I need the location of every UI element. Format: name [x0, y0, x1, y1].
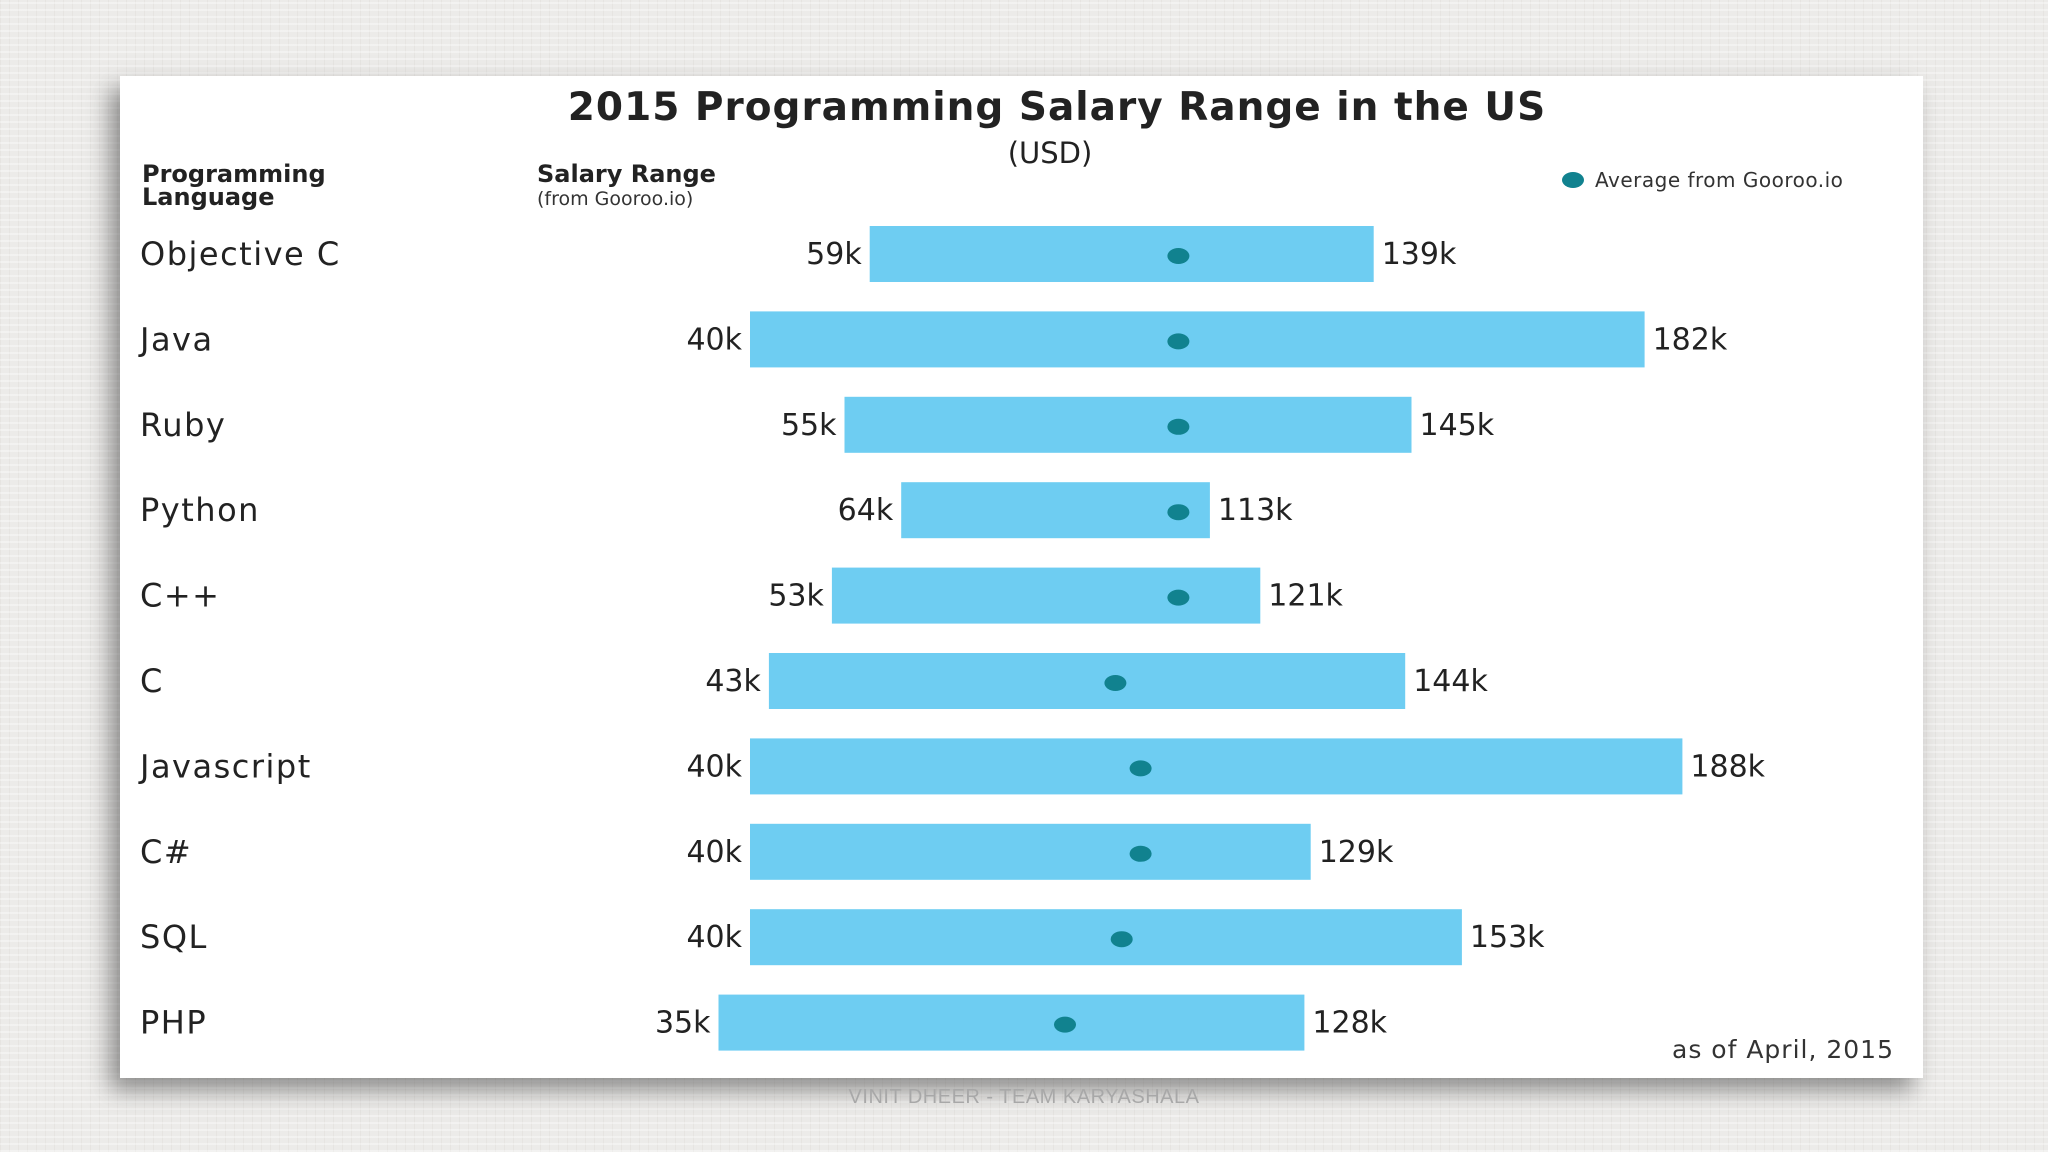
- average-dot: [1167, 504, 1190, 521]
- average-dot: [1129, 760, 1152, 777]
- language-label: C#: [140, 833, 192, 871]
- chart-subtitle: (USD): [1008, 136, 1093, 170]
- language-header-line1: Programming: [142, 160, 326, 188]
- min-salary-label: 64k: [838, 493, 894, 528]
- max-salary-label: 144k: [1413, 664, 1488, 699]
- range-header-sub: (from Gooroo.io): [537, 188, 693, 210]
- salary-range-bar: [844, 396, 1412, 453]
- language-label: Objective C: [140, 235, 341, 273]
- max-salary-label: 153k: [1470, 920, 1545, 955]
- language-label: PHP: [140, 1004, 207, 1042]
- max-salary-label: 182k: [1653, 322, 1728, 357]
- max-salary-label: 113k: [1218, 493, 1293, 528]
- max-salary-label: 128k: [1312, 1006, 1387, 1041]
- min-salary-label: 59k: [806, 237, 862, 272]
- as-of-note: as of April, 2015: [1672, 1035, 1894, 1064]
- salary-range-bar: [750, 823, 1311, 880]
- language-label: Javascript: [138, 747, 312, 785]
- range-header: Salary Range: [537, 160, 716, 188]
- salary-range-bar: [750, 738, 1683, 795]
- salary-range-bar: [901, 482, 1210, 539]
- salary-range-bar: [718, 994, 1305, 1051]
- salary-range-chart: 2015 Programming Salary Range in the US (…: [138, 85, 1894, 1064]
- language-label: C++: [140, 577, 220, 615]
- salary-range-bar: [768, 653, 1406, 709]
- average-dot: [1167, 418, 1190, 435]
- max-salary-label: 145k: [1420, 408, 1495, 443]
- min-salary-label: 40k: [686, 920, 742, 955]
- language-label: Python: [140, 491, 260, 529]
- average-dot: [1129, 845, 1152, 862]
- chart-title: 2015 Programming Salary Range in the US: [568, 85, 1546, 130]
- language-label: Ruby: [140, 406, 226, 444]
- min-salary-label: 40k: [686, 322, 742, 357]
- average-dot: [1167, 333, 1190, 350]
- chart-card: 2015 Programming Salary Range in the US (…: [120, 76, 1923, 1078]
- salary-range-bar: [869, 226, 1374, 282]
- footer-credit: VINIT DHEER - TEAM KARYASHALA: [848, 1086, 1200, 1108]
- salary-range-bar: [831, 567, 1261, 624]
- max-salary-label: 139k: [1382, 237, 1457, 272]
- language-header-line2: Language: [142, 183, 275, 211]
- average-dot: [1054, 1016, 1076, 1033]
- min-salary-label: 40k: [686, 835, 742, 870]
- legend-dot-icon: [1562, 172, 1584, 188]
- max-salary-label: 188k: [1690, 749, 1765, 784]
- language-label: SQL: [140, 918, 208, 956]
- min-salary-label: 35k: [655, 1006, 711, 1041]
- salary-range-bar: [750, 311, 1645, 368]
- max-salary-label: 129k: [1319, 835, 1394, 870]
- average-dot: [1104, 675, 1127, 691]
- min-salary-label: 40k: [686, 749, 742, 784]
- language-label: Java: [138, 320, 214, 358]
- average-dot: [1167, 248, 1190, 264]
- min-salary-label: 43k: [705, 664, 761, 699]
- salary-range-bar: [750, 909, 1462, 966]
- min-salary-label: 53k: [768, 579, 824, 614]
- max-salary-label: 121k: [1268, 579, 1343, 614]
- language-label: C: [140, 662, 164, 700]
- average-dot: [1110, 931, 1133, 948]
- legend-label: Average from Gooroo.io: [1595, 168, 1843, 192]
- min-salary-label: 55k: [781, 408, 837, 443]
- average-dot: [1167, 589, 1190, 606]
